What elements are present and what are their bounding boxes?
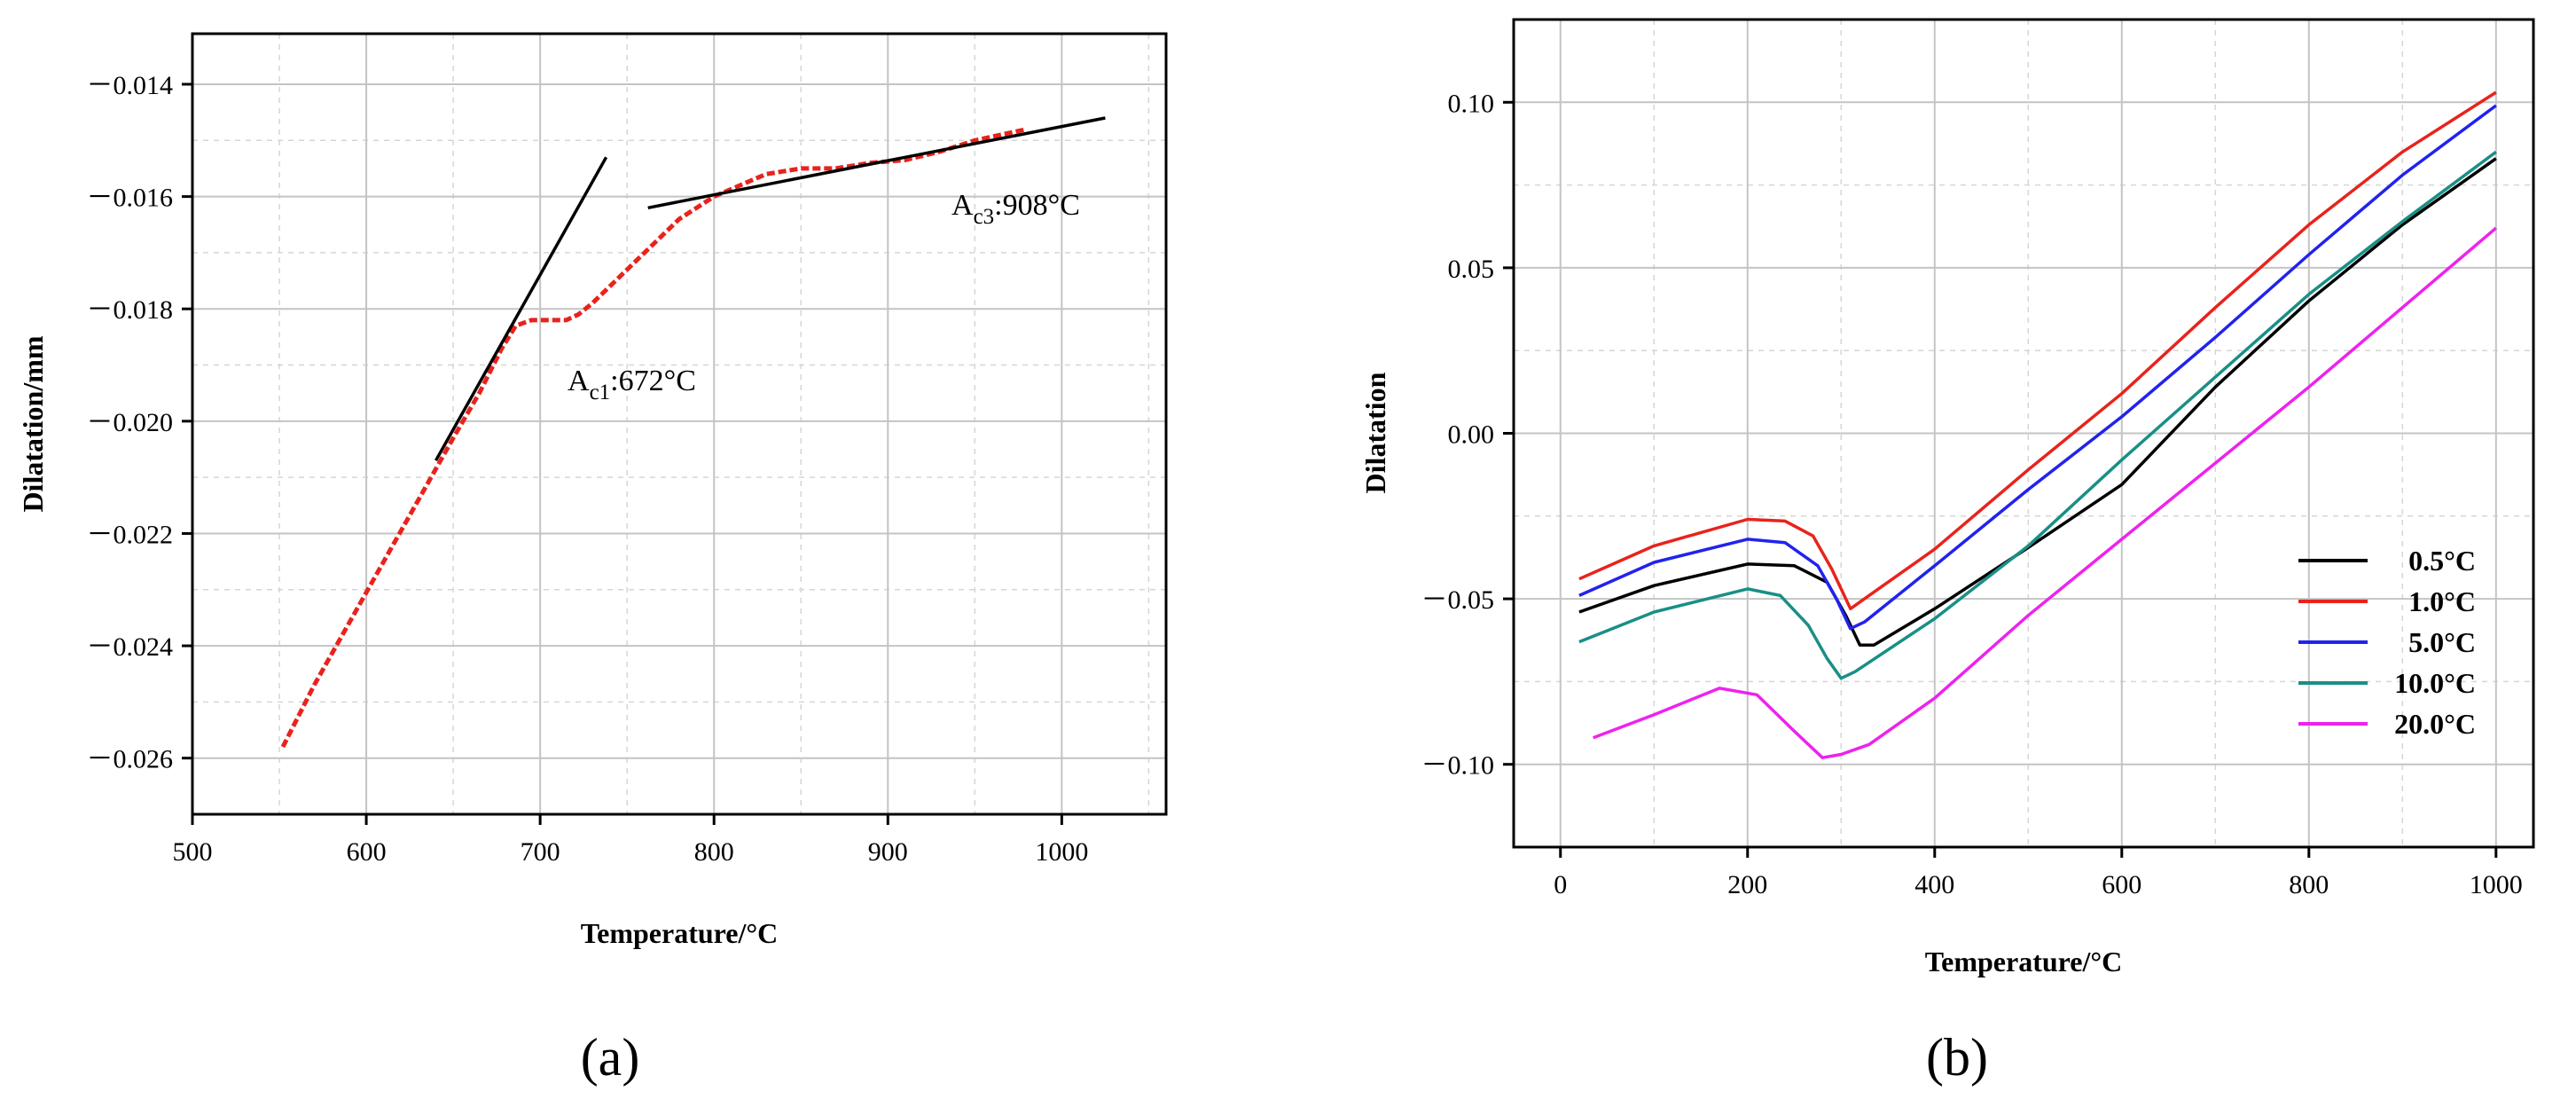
chart-b: 0 200 400 600 800 10000.100.050.00－0.05－0.10 …: [1359, 18, 2535, 977]
chart-b-series: [1578, 90, 2497, 759]
x-tick-label-0: 0: [1554, 870, 1567, 899]
x-tick-label-600: 600: [2102, 870, 2141, 899]
y-tick-label-0-00: 0.00: [1448, 420, 1495, 450]
legend-label-5-0-c: 5.0°C: [2408, 626, 2476, 658]
chart-a-grid: [192, 34, 1166, 814]
series-1-0-c: [1578, 90, 2497, 611]
panel-label-b: (b): [1926, 1028, 1988, 1087]
chart-b-ticks: 0 200 400 600 800 1000 0.10 0.05 0.00 －0.05 －0.10: [1421, 89, 2523, 899]
y-tick-label-0-024: －0.024: [87, 632, 174, 662]
y-tick-label-0-05: 0.05: [1448, 255, 1495, 284]
series-10-0-c: [1578, 150, 2497, 680]
x-tick-label-500: 500: [173, 837, 213, 867]
legend-label-10-0-c: 10.0°C: [2394, 667, 2476, 699]
legend-label-1-0-c: 1.0°C: [2408, 585, 2476, 617]
chart-b-legend: 0.5°C 1.0°C 5.0°C 10.0°C 20.0°C: [2298, 545, 2476, 740]
x-tick-label-200: 200: [1727, 870, 1767, 899]
chart-a-xlabel: Temperature/°C: [581, 917, 779, 949]
series-0-5-c: [1578, 157, 2497, 648]
chart-b-grid: [1514, 20, 2533, 847]
y-tick-label-0-014: －0.014: [87, 71, 174, 100]
x-tick-label-900: 900: [868, 837, 908, 867]
annotation-ac3-sub: c3: [974, 205, 995, 229]
annotation-ac1-sub: c1: [590, 381, 611, 404]
chart-a-frame: [191, 32, 1168, 816]
chart-a-ticks: 500 600 700 800 900 1000 －0.014 －0.016 －0.018 －0.…: [87, 71, 1089, 867]
y-tick-label-0-016: －0.016: [87, 184, 174, 213]
annotation-ac1: Ac1:672°C: [568, 365, 696, 404]
annotation-ac3-text: :908°C: [994, 189, 1080, 222]
series-20-0-c: [1593, 226, 2497, 759]
x-tick-label-800: 800: [694, 837, 734, 867]
chart-a-ylabel: Dilatation/mm: [17, 335, 49, 512]
chart-a-series: [280, 116, 1106, 749]
y-tick-label-0-022: －0.022: [87, 520, 174, 549]
series-tangent-high: [647, 116, 1106, 210]
y-tick-label-0-026: －0.026: [87, 745, 174, 774]
annotation-ac3-main: A: [951, 189, 974, 222]
y-tick-label-0-10: 0.10: [1448, 89, 1495, 118]
x-tick-label-700: 700: [521, 837, 560, 867]
chart-b-xlabel: Temperature/°C: [1925, 946, 2123, 977]
x-tick-label-600: 600: [347, 837, 387, 867]
y-tick-label-0-10: －0.10: [1421, 751, 1495, 781]
legend-label-20-0-c: 20.0°C: [2394, 708, 2476, 740]
y-tick-label-0-020: －0.020: [87, 408, 174, 437]
chart-b-ylabel: Dilatation: [1359, 372, 1391, 493]
x-tick-label-1000: 1000: [2470, 870, 2523, 899]
x-tick-label-400: 400: [1914, 870, 1954, 899]
annotation-ac1-main: A: [568, 365, 590, 397]
series-5-0-c: [1578, 104, 2497, 631]
x-tick-label-800: 800: [2289, 870, 2329, 899]
legend-label-0-5-c: 0.5°C: [2408, 545, 2476, 577]
annotation-ac3: Ac3:908°C: [951, 189, 1080, 229]
panel-label-a: (a): [581, 1028, 640, 1087]
chart-a: 500 600 700 800 900 1000 －0.014 －0.016 －0.018 －0.…: [17, 32, 1168, 949]
y-tick-label-0-05: －0.05: [1421, 585, 1495, 615]
series-tangent-low: [434, 156, 608, 462]
annotation-ac1-text: :672°C: [610, 365, 696, 397]
x-tick-label-1000: 1000: [1035, 837, 1088, 867]
y-tick-label-0-018: －0.018: [87, 295, 174, 325]
